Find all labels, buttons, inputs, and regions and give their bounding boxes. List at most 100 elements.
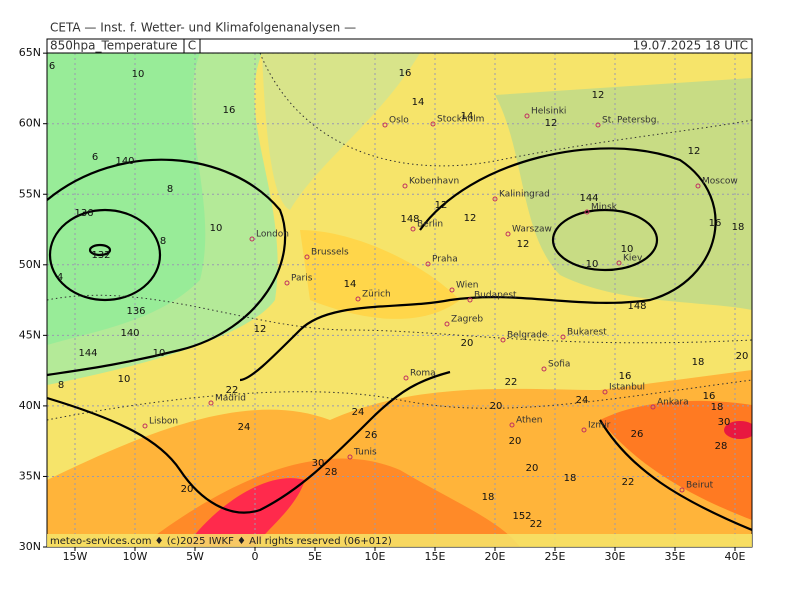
lon-label: 20E bbox=[485, 550, 506, 563]
isoline-label: 24 bbox=[576, 395, 589, 406]
city-name: Istanbul bbox=[609, 383, 645, 393]
isoline-label: 30 bbox=[312, 458, 325, 469]
isoline-label: 12 bbox=[254, 324, 267, 335]
lon-label: 40E bbox=[725, 550, 746, 563]
city-name: Brussels bbox=[311, 248, 349, 258]
city-marker bbox=[505, 231, 511, 237]
city-marker bbox=[355, 296, 361, 302]
isoline-label: 148 bbox=[627, 301, 646, 312]
city-name: Sofia bbox=[548, 360, 570, 370]
hot-east bbox=[600, 400, 752, 520]
contour-line bbox=[88, 243, 112, 257]
city-marker bbox=[581, 427, 587, 433]
isoline-label: 16 bbox=[709, 218, 722, 229]
lat-label: 40N bbox=[19, 399, 41, 412]
isoline-label: 24 bbox=[238, 422, 251, 433]
isoline-label: 8 bbox=[167, 184, 173, 195]
city-marker bbox=[560, 334, 566, 340]
city-name: Kiev bbox=[623, 254, 643, 264]
isoline-label: 20 bbox=[461, 338, 474, 349]
city-marker bbox=[650, 404, 656, 410]
isoline-label: 144 bbox=[579, 193, 598, 204]
isoline-label: 136 bbox=[126, 306, 145, 317]
city-name: Warszaw bbox=[512, 225, 552, 235]
isoline-label: 16 bbox=[703, 391, 716, 402]
city-marker bbox=[695, 183, 701, 189]
isoline-label: 140 bbox=[115, 156, 134, 167]
map-field: 6 10 16 16 14 12 14 12 12 6 140 8 136 8 132 10 4 136 140 14… bbox=[47, 53, 752, 547]
city-name: Oslo bbox=[389, 116, 409, 126]
isoline-label: 132 bbox=[91, 250, 110, 261]
isoline-label: 144 bbox=[78, 348, 97, 359]
city-marker bbox=[403, 375, 409, 381]
isoline-label: 6 bbox=[92, 152, 98, 163]
isoline-label: 12 bbox=[688, 146, 701, 157]
city-marker bbox=[492, 196, 498, 202]
isoline-label: 8 bbox=[58, 380, 64, 391]
isoline-label: 6 bbox=[49, 61, 55, 72]
contour-line bbox=[47, 158, 287, 377]
isoline-label: 12 bbox=[435, 200, 448, 211]
isoline-label: 12 bbox=[464, 213, 477, 224]
copyright: meteo-services.com ♦ (c)2025 IWKF ♦ All … bbox=[50, 536, 392, 547]
city-name: Kaliningrad bbox=[499, 190, 550, 200]
city-marker bbox=[410, 226, 416, 232]
city-name: Helsinki bbox=[531, 107, 566, 117]
hot-spot bbox=[724, 421, 752, 439]
city-name: Minsk bbox=[591, 203, 618, 213]
isoline-label: 12 bbox=[592, 90, 605, 101]
isoline-label: 24 bbox=[352, 407, 365, 418]
city-marker bbox=[500, 337, 506, 343]
unit: C bbox=[188, 39, 196, 53]
isoline-label: 16 bbox=[223, 105, 236, 116]
isoline-label: 16 bbox=[399, 68, 412, 79]
city-marker bbox=[602, 389, 608, 395]
isoline-label: 10 bbox=[118, 374, 131, 385]
isoline-label: 10 bbox=[586, 259, 599, 270]
isoline-label: 22 bbox=[622, 477, 635, 488]
isoline-label: 12 bbox=[545, 118, 558, 129]
contour-line bbox=[48, 208, 162, 302]
lat-label: 55N bbox=[19, 187, 41, 200]
isoline-label: 136 bbox=[74, 208, 93, 219]
isoline-label: 26 bbox=[365, 430, 378, 441]
city-name: Belgrade bbox=[507, 331, 548, 341]
city-name: Budapest bbox=[474, 291, 517, 301]
city-name: Madrid bbox=[215, 394, 246, 404]
institute-title: CETA — Inst. f. Wetter- und Klimafolgena… bbox=[50, 21, 356, 35]
isoline-label: 20 bbox=[736, 351, 749, 362]
city-marker bbox=[444, 321, 450, 327]
isoline-label: 22 bbox=[226, 385, 239, 396]
lon-label: 5W bbox=[186, 550, 204, 563]
city-name: Paris bbox=[291, 274, 313, 284]
city-marker bbox=[249, 236, 255, 242]
lat-label: 50N bbox=[19, 258, 41, 271]
lat-label: 45N bbox=[19, 328, 41, 341]
city-name: Tunis bbox=[353, 448, 377, 458]
city-name: Beirut bbox=[686, 481, 714, 491]
isoline-label: 18 bbox=[711, 402, 724, 413]
city-name: Berlin bbox=[417, 220, 443, 230]
lon-label: 35E bbox=[665, 550, 686, 563]
city-marker bbox=[595, 122, 601, 128]
city-marker bbox=[142, 423, 148, 429]
lon-label: 25E bbox=[545, 550, 566, 563]
isoline-label: 18 bbox=[732, 222, 745, 233]
city-name: Zagreb bbox=[451, 315, 483, 325]
isoline-label: 18 bbox=[564, 473, 577, 484]
city-name: Bukarest bbox=[567, 328, 607, 338]
city-name: Moscow bbox=[702, 177, 738, 187]
isoline-label: 18 bbox=[482, 492, 495, 503]
city-name: Lisbon bbox=[149, 417, 178, 427]
city-marker bbox=[430, 121, 436, 127]
city-marker bbox=[347, 454, 353, 460]
isoline-label: 14 bbox=[344, 279, 357, 290]
lon-label: 30E bbox=[605, 550, 626, 563]
isoline bbox=[259, 53, 752, 167]
lon-label: 10W bbox=[123, 550, 148, 563]
city-marker bbox=[584, 209, 590, 215]
city-marker bbox=[402, 183, 408, 189]
lon-label: 5E bbox=[308, 550, 322, 563]
lon-label: 15E bbox=[425, 550, 446, 563]
isoline-label: 10 bbox=[621, 244, 634, 255]
